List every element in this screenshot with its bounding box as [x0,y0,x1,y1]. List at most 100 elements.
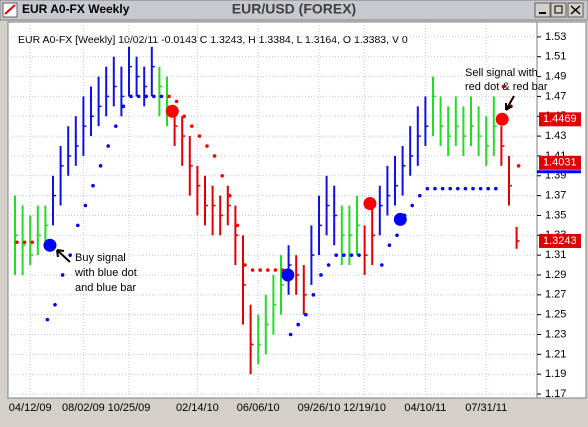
sar-dot [76,223,80,228]
annotation: Sell signal with [465,67,538,79]
maximize-button[interactable] [550,2,567,18]
x-tick-label: 04/12/09 [9,402,52,414]
signal-dot [281,268,295,282]
y-tick-label: 1.53 [545,31,566,43]
sar-dot [83,203,88,208]
sar-dot [228,193,232,198]
chart-subtitle: EUR A0-FX [Weekly] 10/02/11 -0.0143 C 1.… [18,34,408,46]
close-glyph [570,5,581,15]
sar-dot [250,268,255,272]
y-tick-label: 1.49 [545,70,566,82]
sar-dot [129,94,133,99]
x-tick-label: 06/06/10 [237,402,280,414]
annotation: red dot & red bar [465,81,548,93]
sar-dot [501,84,506,89]
sar-dot [106,144,110,148]
sar-dot [296,322,301,327]
sar-dot [410,203,415,208]
sar-dot [15,240,19,245]
y-tick-label: 1.29 [545,269,566,281]
plot-layer: 1.171.191.211.231.251.271.291.311.331.35… [8,22,581,414]
annotation-arrow [505,95,515,111]
icon-glyph [4,4,16,15]
y-tick-label: 1.43 [545,130,566,142]
sar-dot [136,94,141,99]
price-tag-label: 1.4469 [543,113,577,125]
annotation: and blue bar [75,282,136,294]
plot-area [7,21,538,399]
x-tick-label: 10/25/09 [108,402,151,414]
sar-dot [311,293,316,297]
sar-dot [425,186,430,191]
sar-dot [395,233,399,238]
sar-dot [448,186,453,191]
sar-dot [114,124,118,128]
sar-dot [319,273,323,277]
sar-dot [304,312,308,317]
sar-dot [418,193,422,198]
sar-dot [387,243,392,248]
y-tick-label: 1.31 [545,249,566,261]
sar-dot [349,253,354,257]
annotation-arrow [56,249,71,263]
x-tick-label: 02/14/10 [176,402,219,414]
sar-dot [478,186,483,191]
minimize-button[interactable] [534,2,551,18]
y-tick-label: 1.21 [545,348,566,360]
sar-dot [433,186,437,191]
sar-dot [288,332,293,337]
sar-dot [258,268,263,272]
sar-dot [182,114,186,119]
sar-dot [463,186,468,191]
sar-dot [326,263,331,267]
signal-dot [363,197,377,211]
sar-dot [212,154,217,158]
price-tag [539,112,581,127]
x-tick-label: 07/31/11 [465,402,507,414]
sar-dot [167,94,171,99]
sar-dot [68,253,72,257]
signal-dot [495,112,509,126]
sar-dot [190,124,194,128]
price-tag-label: 1.4031 [543,157,577,169]
sar-dot [197,134,202,138]
sar-dot [22,240,27,245]
sar-dot [471,186,475,191]
y-tick-label: 1.35 [545,209,566,221]
sar-dot [220,173,224,178]
x-tick-label: 04/10/11 [404,402,446,414]
sar-dot [342,253,346,257]
sar-dot [121,104,126,109]
y-tick-label: 1.51 [545,51,566,63]
annotation: Buy signal [75,252,126,264]
y-tick-label: 1.19 [545,368,566,380]
sar-dot [30,240,34,245]
sar-dot [266,268,270,272]
y-tick-label: 1.47 [545,90,566,102]
sar-dot [380,263,384,267]
sar-dot [456,186,460,191]
signal-dot [43,238,57,252]
sar-dot [159,94,164,99]
x-tick-label: 09/26/10 [298,402,341,414]
sar-dot [205,144,209,148]
title-bar [0,0,588,21]
price-tag [539,233,581,248]
sar-dot [334,253,339,257]
sar-dot [53,302,57,307]
signal-dot [165,104,179,118]
sar-dot [174,99,179,104]
sar-dot [273,268,278,272]
sar-dot [486,186,491,191]
y-tick-label: 1.37 [545,190,566,202]
price-tag [539,155,581,170]
price-tag-label: 1.3243 [543,235,577,247]
sar-dot [440,186,445,191]
sar-dot [357,253,361,257]
sar-dot [152,94,156,99]
sar-dot [144,94,148,99]
annotation: with blue dot [74,267,137,279]
sar-dot [494,186,498,191]
